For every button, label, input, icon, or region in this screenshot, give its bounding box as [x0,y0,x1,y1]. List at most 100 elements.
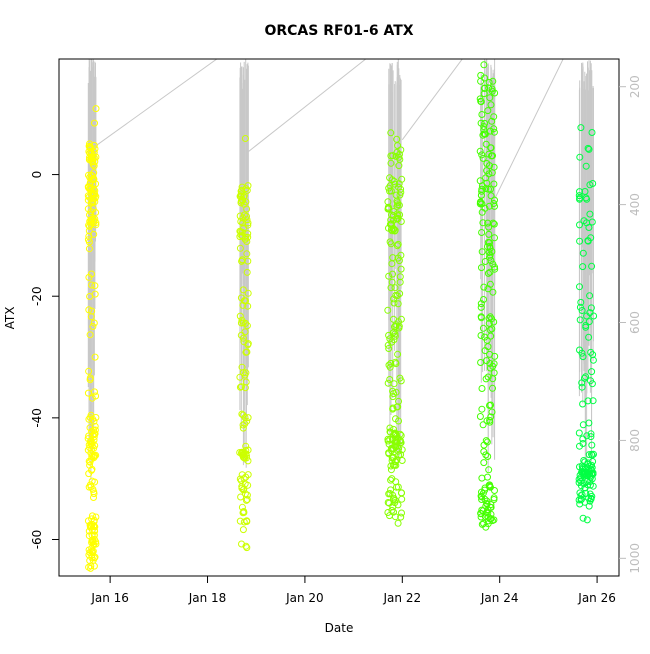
data-point [583,219,591,227]
data-point [393,242,401,250]
data-point [486,313,494,321]
data-point [485,481,493,489]
data-point [584,471,592,479]
data-point [384,341,392,349]
data-point [392,461,400,469]
data-point [477,71,485,79]
data-point [480,520,488,527]
data-point [240,453,248,461]
data-point [87,199,95,207]
data-point [86,376,94,384]
data-point [243,205,251,213]
data-point [583,516,591,524]
data-point [486,239,493,247]
data-point [386,335,394,343]
data-point [585,419,593,427]
data-point [89,549,97,557]
data-point [589,397,597,405]
data-point [85,184,92,192]
data-point [489,362,497,370]
data-point [90,217,98,224]
data-point [387,159,395,167]
data-point [394,240,402,248]
data-point [384,499,392,506]
data-point [387,129,395,137]
data-point [398,509,405,517]
data-point [387,466,395,474]
data-point [576,303,584,311]
data-point [489,288,497,296]
data-point [587,377,594,385]
data-point [393,135,401,143]
data-point [384,306,392,314]
data-point [477,303,485,311]
data-point [390,299,398,307]
data-point [486,251,494,259]
data-point [236,517,244,525]
data-point [589,351,597,359]
data-point [485,466,493,474]
data-point [476,413,484,420]
data-point [584,397,592,405]
transit-line [494,59,564,199]
data-point [244,289,252,297]
data-point [397,513,405,521]
data-point [242,369,250,377]
data-point [387,476,395,484]
data-point [91,119,98,127]
data-point [239,219,247,227]
data-point [586,210,594,218]
data-point [393,483,400,491]
data-point [576,221,583,229]
data-point [486,350,494,358]
data-point [243,250,251,258]
transit-line [95,59,218,147]
data-point [480,296,487,303]
data-point [481,258,489,265]
data-point [236,244,244,252]
data-point [576,153,584,161]
data-point [480,130,488,138]
data-point [491,196,498,204]
data-point [236,383,244,391]
data-point [486,268,494,276]
data-point [389,387,397,395]
data-point [489,260,497,268]
data-point [477,314,485,322]
transit-line [248,59,367,152]
data-point [584,481,592,489]
data-point [479,421,487,429]
data-point [239,301,247,309]
data-point [587,234,595,242]
data-point [478,229,486,236]
data-point [488,325,496,333]
data-point [384,379,392,387]
data-point [393,292,401,300]
data-point [238,484,246,492]
data-point [90,230,98,238]
data-point [490,128,498,136]
data-point [476,147,484,155]
data-point [238,471,246,479]
data-point [86,557,94,565]
data-point [91,526,98,534]
data-point [582,373,590,381]
data-point [482,437,490,445]
data-point [91,282,99,290]
data-point [90,488,98,496]
data-point [243,544,251,552]
data-point [393,438,401,446]
data-point [90,522,98,530]
axes-layer: Jan 16 Jan 18 Jan 20 Jan 22 Jan 24 Jan 26 -60 -… [30,75,642,605]
data-point [487,332,495,340]
data-point [480,85,488,92]
data-point [486,402,493,409]
data-point [90,417,98,425]
data-point [88,547,96,555]
data-point [389,461,397,469]
data-point [88,544,96,552]
data-point [578,491,586,499]
data-point [242,348,250,356]
data-point [583,432,591,440]
data-point [396,290,404,298]
